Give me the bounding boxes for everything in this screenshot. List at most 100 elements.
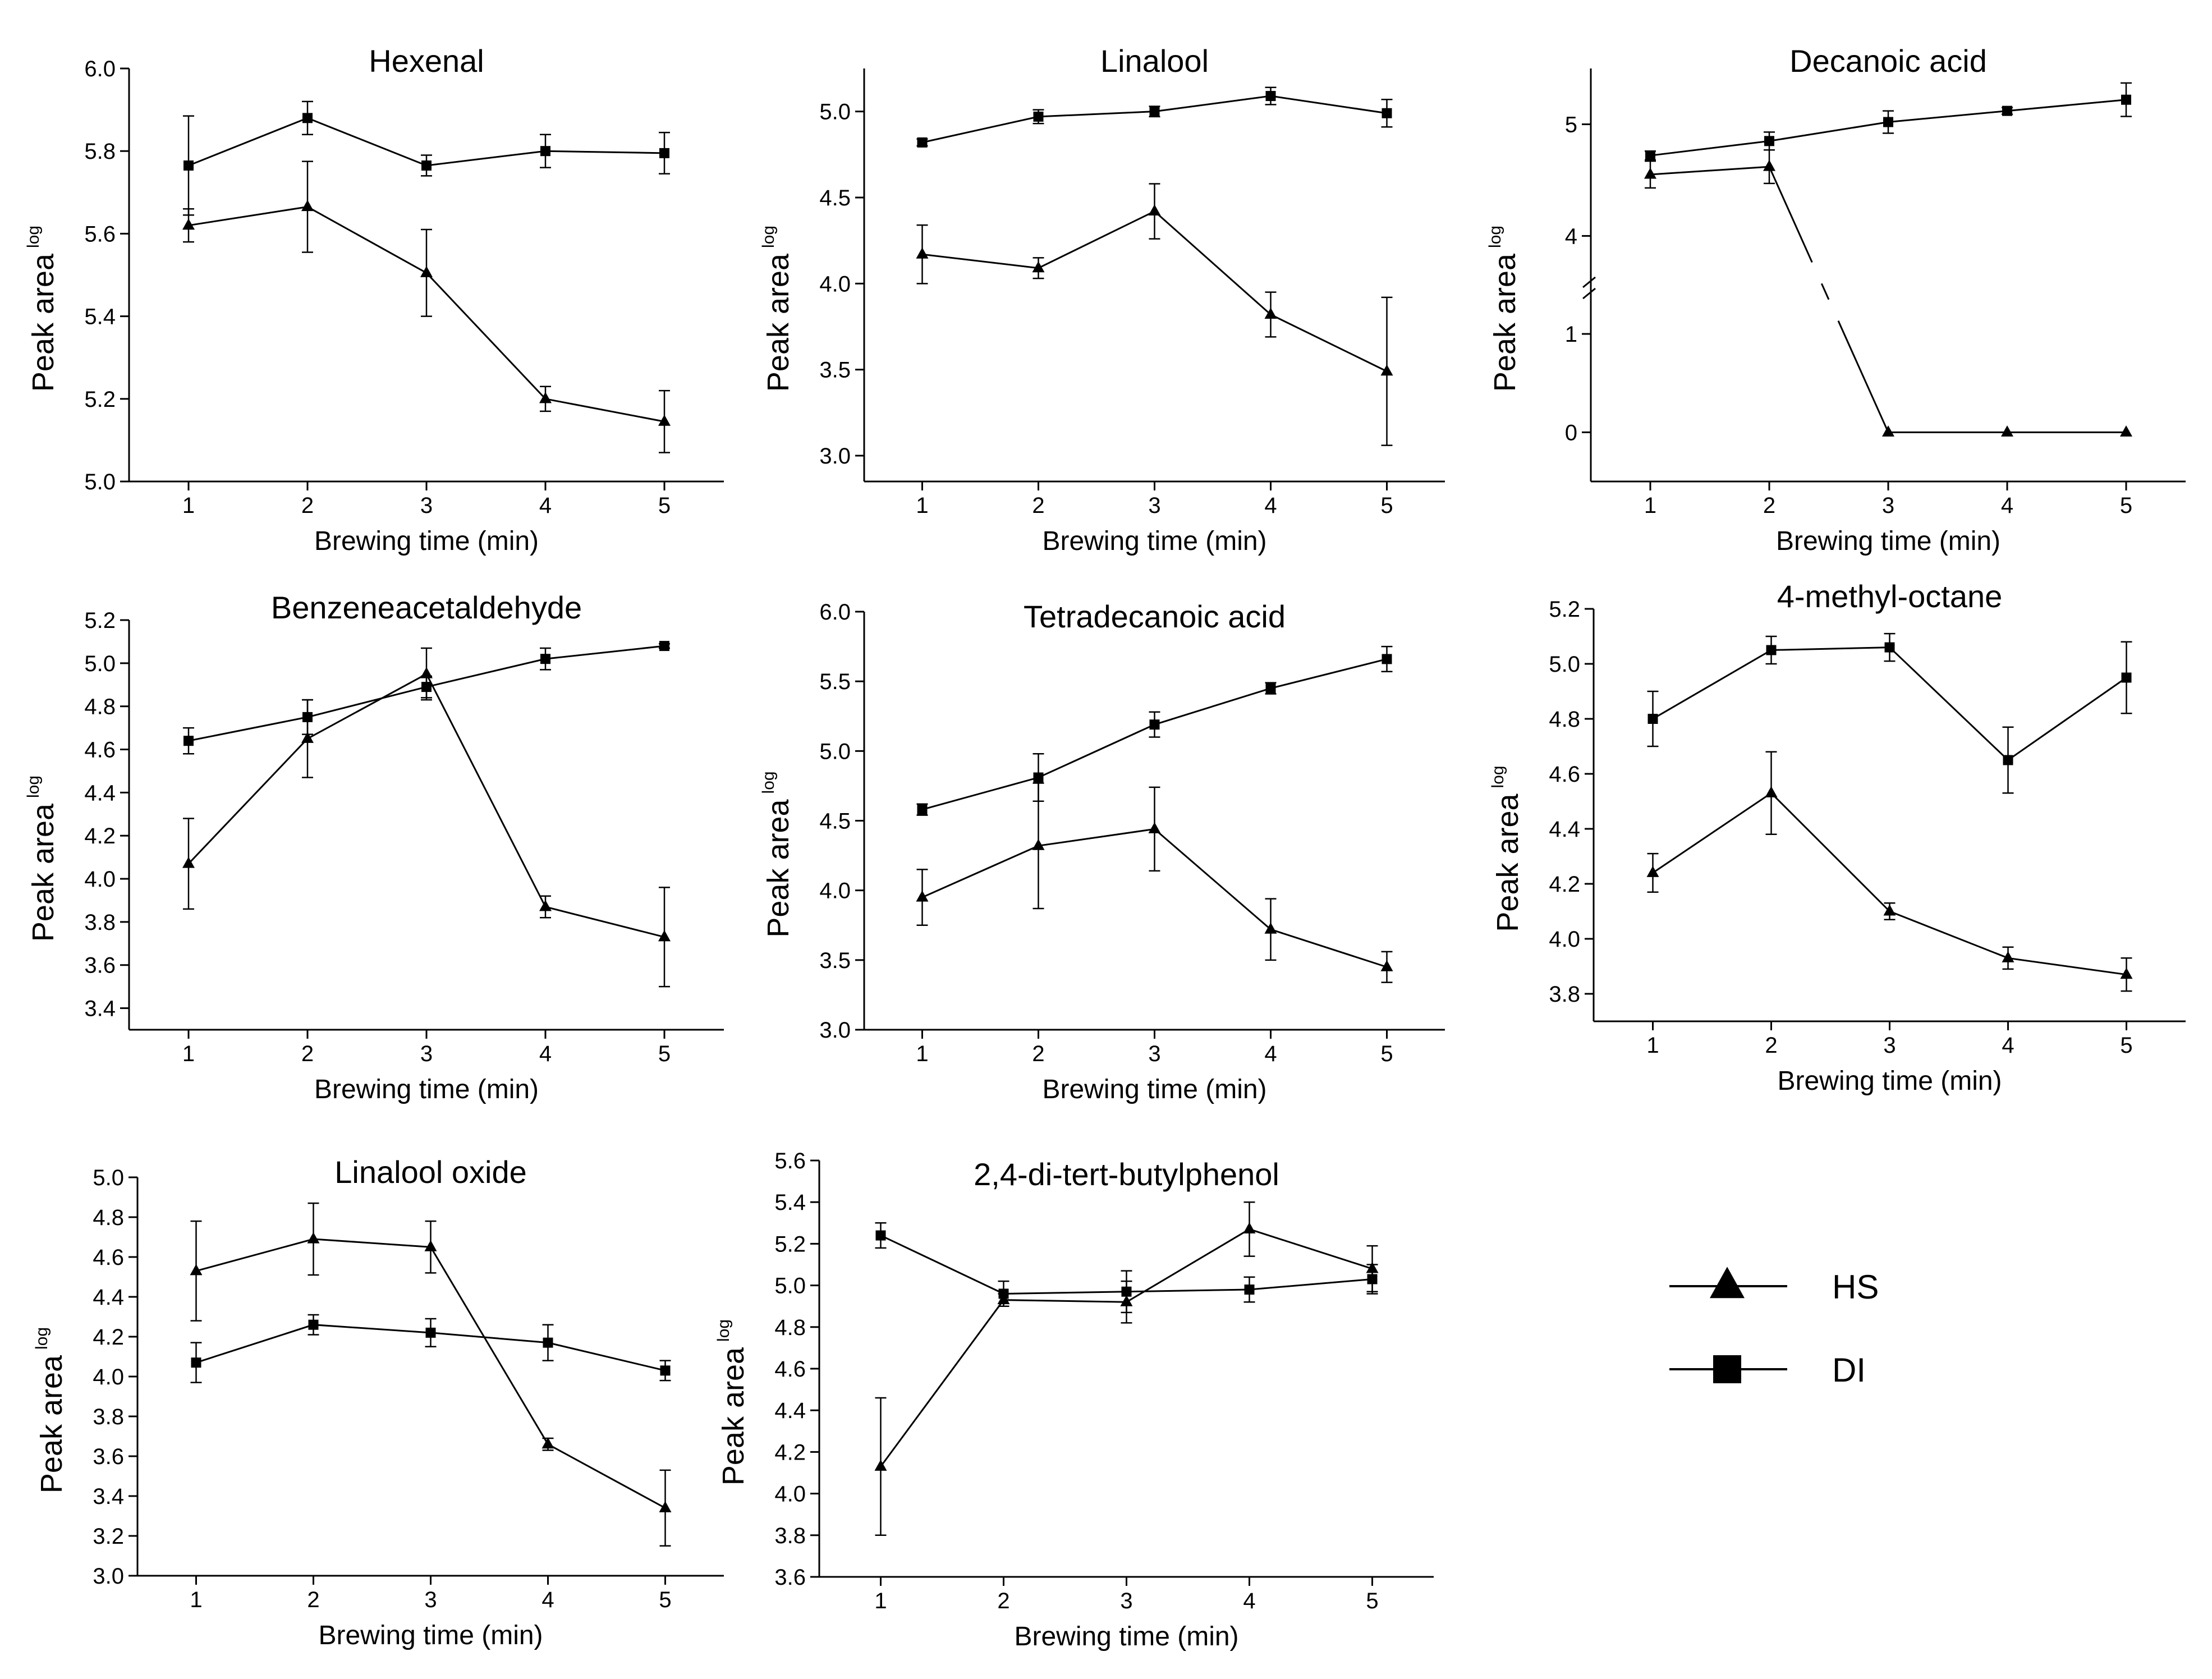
data-point-square	[421, 682, 432, 692]
y-tick-label: 5.0	[84, 470, 116, 494]
data-point-square	[1121, 1286, 1132, 1297]
y-tick-label: 3.6	[84, 953, 116, 978]
data-point-square	[1149, 719, 1160, 730]
y-axis-label-text: Peak area	[35, 1355, 68, 1493]
y-tick-label: 5.2	[1549, 597, 1580, 622]
y-tick-label: 3.0	[93, 1564, 124, 1589]
data-point-triangle	[1243, 1222, 1256, 1233]
y-tick-label: 4.4	[84, 781, 116, 805]
data-point-square	[191, 1357, 201, 1368]
x-axis-label: Brewing time (min)	[1776, 526, 2000, 556]
y-tick-label: 4.6	[84, 738, 116, 763]
y-tick-label: 5	[1565, 112, 1577, 137]
y-tick-label: 5.0	[819, 100, 851, 125]
data-point-square	[1382, 108, 1392, 118]
series-line	[196, 1238, 666, 1509]
axis-break-mark	[1582, 276, 1596, 288]
data-point-triangle	[2002, 951, 2014, 962]
y-tick-label: 3.5	[819, 358, 851, 383]
data-point-square	[998, 1288, 1009, 1299]
y-tick-label: 4.2	[1549, 872, 1580, 897]
data-point-triangle	[2120, 967, 2133, 979]
series-line	[922, 95, 1387, 144]
y-tick-label: 5.4	[84, 305, 116, 329]
data-point-square	[659, 148, 669, 158]
data-point-square	[302, 113, 313, 123]
chart-panel-3: 1 2 3 4 5 0 1 4 5 Decanoic acid Brewing time (min)…	[1486, 43, 2186, 556]
data-point-square	[1033, 772, 1044, 783]
data-point-triangle	[1380, 364, 1393, 376]
y-tick-label: 5.6	[774, 1149, 806, 1173]
data-point-square	[875, 1230, 886, 1241]
y-tick-label: 4.8	[1549, 707, 1580, 732]
y-tick-label: 5.2	[774, 1232, 806, 1256]
x-tick-label: 5	[2120, 493, 2132, 518]
y-axis-label: Peak area log	[24, 776, 60, 942]
data-point-triangle	[1032, 261, 1045, 273]
panel-title: Hexenal	[369, 43, 484, 79]
y-tick-label: 5.4	[774, 1190, 806, 1215]
y-axis-label: Peak area log	[759, 771, 795, 937]
data-point-square	[1382, 654, 1392, 664]
chart-panel-8: 1 2 3 4 5 3.6 3.8 4.0 4.2 4.4 4.6 4.8 5.0 5.2 5.4 5.6 2,…	[714, 1149, 1434, 1652]
y-tick-label: 4.8	[774, 1315, 806, 1340]
chart-panel-4: 1 2 3 4 5 3.4 3.6 3.8 4.0 4.2 4.4 4.6 4.8 5.0 5.2 Benze…	[24, 590, 724, 1104]
y-tick-label: 4.8	[84, 695, 116, 719]
y-axis-label-superscript: log	[1489, 765, 1507, 788]
y-axis-label-text: Peak area	[717, 1347, 750, 1485]
x-tick-label: 5	[1380, 1042, 1393, 1066]
series-hs	[182, 647, 671, 988]
y-tick-label: 4.8	[93, 1205, 124, 1230]
series-hs	[1644, 149, 2132, 437]
panel-title: 2,4-di-tert-butylphenol	[974, 1157, 1279, 1192]
data-point-triangle	[1763, 159, 1775, 171]
y-axis-label-text: Peak area	[26, 803, 60, 942]
data-point-square	[1149, 106, 1160, 117]
chart-panel-7: 1 2 3 4 5 3.0 3.2 3.4 3.6 3.8 4.0 4.2 4.4 4.6 4.8 5.0 Li…	[33, 1154, 724, 1650]
data-point-triangle	[1032, 838, 1045, 850]
y-tick-label: 3.8	[774, 1524, 806, 1548]
x-tick-label: 1	[190, 1588, 202, 1612]
y-tick-label: 5.0	[819, 739, 851, 764]
legend-label: HS	[1832, 1268, 1879, 1306]
data-point-square	[917, 137, 928, 148]
series-di	[1647, 632, 2132, 794]
y-tick-label: 3.8	[1549, 982, 1580, 1007]
data-point-square	[660, 1365, 671, 1376]
x-axis-label: Brewing time (min)	[318, 1621, 543, 1650]
data-point-square	[1645, 150, 1655, 161]
x-axis-label: Brewing time (min)	[1042, 1075, 1266, 1104]
data-point-triangle	[916, 890, 929, 902]
x-axis-label: Brewing time (min)	[1014, 1622, 1238, 1652]
y-axis-label: Peak area log	[1486, 226, 1522, 392]
y-tick-label: 4.6	[1549, 762, 1580, 787]
legend-item-di: DI	[1669, 1351, 1866, 1389]
series-line	[1768, 166, 1813, 263]
y-axis-label-superscript: log	[33, 1327, 51, 1350]
data-point-triangle	[916, 247, 929, 259]
data-point-triangle	[1765, 786, 1778, 797]
x-tick-label: 2	[1032, 493, 1044, 518]
y-tick-label: 5.0	[84, 652, 116, 676]
y-tick-label: 4.4	[93, 1285, 124, 1310]
x-tick-label: 3	[420, 493, 433, 518]
y-tick-label: 5.0	[93, 1166, 124, 1190]
y-tick-label: 4	[1565, 224, 1577, 249]
data-point-square	[2121, 672, 2132, 683]
x-tick-label: 4	[539, 493, 552, 518]
x-tick-label: 5	[1366, 1589, 1378, 1613]
x-tick-label: 5	[2120, 1033, 2132, 1058]
data-point-triangle	[2001, 425, 2013, 437]
panel-title: Linalool	[1100, 43, 1209, 79]
x-tick-label: 5	[1380, 493, 1393, 518]
data-point-square	[183, 736, 194, 746]
y-axis-label-superscript: log	[1486, 226, 1504, 248]
y-tick-label: 3.4	[93, 1484, 124, 1509]
y-tick-label: 4.6	[774, 1357, 806, 1382]
y-tick-label: 6.0	[819, 600, 851, 625]
data-point-square	[1367, 1274, 1378, 1285]
data-point-triangle	[1644, 167, 1656, 179]
panel-title: Linalool oxide	[334, 1154, 526, 1190]
data-point-triangle	[1264, 922, 1277, 934]
